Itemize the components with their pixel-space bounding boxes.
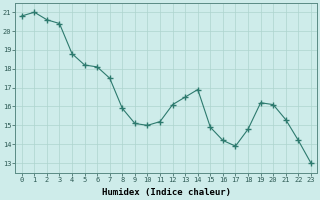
X-axis label: Humidex (Indice chaleur): Humidex (Indice chaleur): [102, 188, 231, 197]
